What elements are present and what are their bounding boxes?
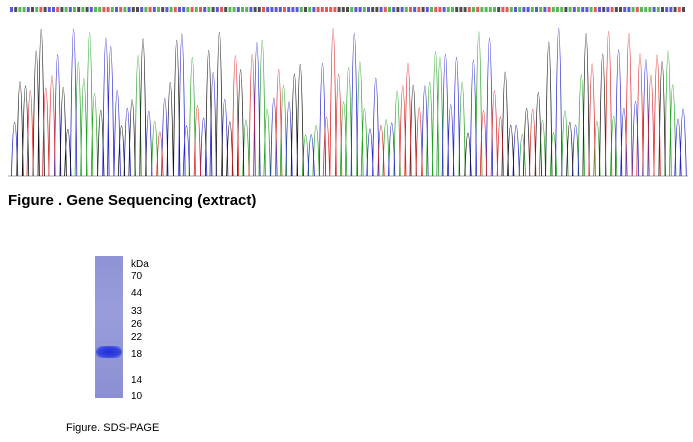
marker-label: 22 xyxy=(131,332,143,343)
marker-label: 33 xyxy=(131,306,143,317)
marker-label: 10 xyxy=(131,391,143,402)
marker-label: 70 xyxy=(131,271,143,282)
trace-a xyxy=(74,31,677,177)
sequencing-chromatogram xyxy=(8,7,688,177)
sds-page-caption: Figure. SDS-PAGE xyxy=(66,422,160,434)
marker-label: 18 xyxy=(131,349,143,360)
trace-c xyxy=(11,27,687,177)
base-call-strip xyxy=(10,7,685,12)
kda-unit-label: kDa xyxy=(131,259,149,270)
gene-sequencing-caption: Figure . Gene Sequencing (extract) xyxy=(8,192,257,209)
trace-t xyxy=(26,28,661,177)
protein-band xyxy=(96,346,122,358)
gel-lane xyxy=(95,256,123,398)
trace-g xyxy=(16,28,666,177)
marker-label: 44 xyxy=(131,288,143,299)
marker-label: 14 xyxy=(131,375,143,386)
marker-label: 26 xyxy=(131,319,143,330)
